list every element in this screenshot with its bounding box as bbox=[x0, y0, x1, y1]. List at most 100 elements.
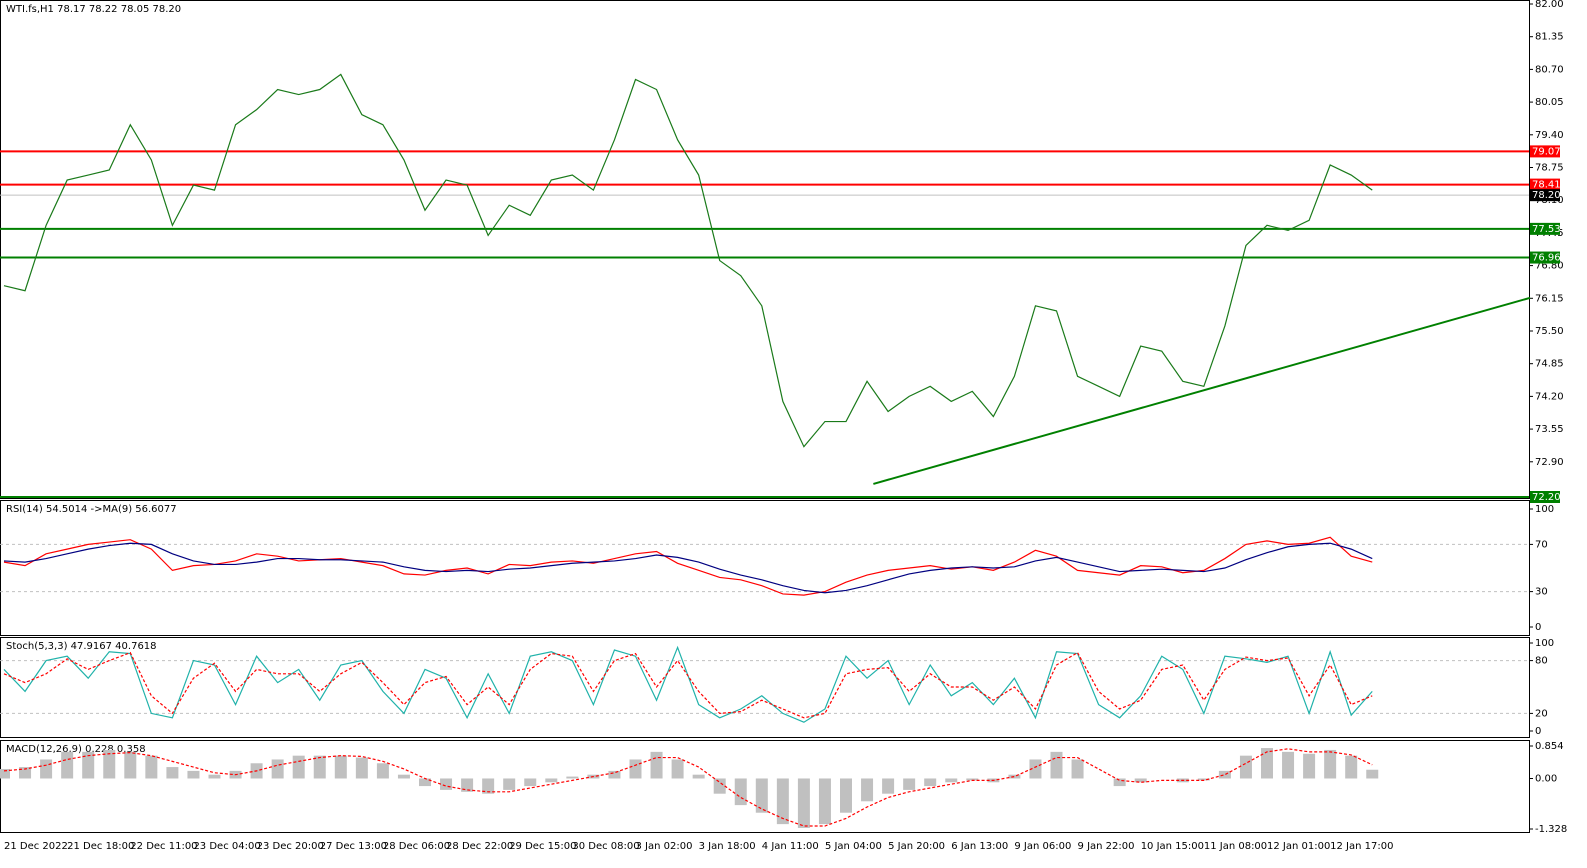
histogram-bar bbox=[1239, 755, 1252, 779]
histogram-bar bbox=[82, 751, 95, 779]
y-tick-label: 74.20 bbox=[1535, 391, 1564, 402]
histogram-bar bbox=[1282, 751, 1295, 779]
histogram-bar bbox=[1303, 753, 1316, 779]
histogram-bar bbox=[713, 778, 726, 794]
histogram-bar bbox=[882, 778, 895, 794]
panel-frame bbox=[0, 0, 1530, 499]
histogram-bar bbox=[692, 774, 705, 779]
histogram-bar bbox=[524, 778, 537, 787]
y-tick-label: 72.90 bbox=[1535, 457, 1564, 468]
x-tick-label: 11 Jan 08:00 bbox=[1204, 841, 1267, 852]
histogram-bar bbox=[734, 778, 747, 806]
histogram-bar bbox=[397, 774, 410, 779]
histogram-bar bbox=[924, 778, 937, 787]
panel-frame bbox=[0, 740, 1530, 833]
panel-frame bbox=[0, 500, 1530, 636]
y-tick-label: -1.328 bbox=[1535, 824, 1567, 835]
histogram-bar bbox=[861, 778, 874, 802]
panel-title: Stoch(5,3,3) 47.9167 40.7618 bbox=[6, 641, 157, 652]
x-tick-label: 27 Dec 13:00 bbox=[320, 841, 387, 852]
histogram-bar bbox=[650, 751, 663, 779]
histogram-bar bbox=[545, 778, 558, 783]
y-tick-label: 80.05 bbox=[1535, 97, 1564, 108]
y-tick-label: 20 bbox=[1535, 708, 1548, 719]
y-tick-label: 80.70 bbox=[1535, 64, 1564, 75]
x-tick-label: 3 Jan 18:00 bbox=[699, 841, 756, 852]
histogram-bar bbox=[313, 755, 326, 779]
histogram-bar bbox=[271, 759, 284, 779]
histogram-bar bbox=[966, 778, 979, 781]
x-tick-label: 10 Jan 15:00 bbox=[1141, 841, 1204, 852]
panel-title: WTI.fs,H1 78.17 78.22 78.05 78.20 bbox=[6, 4, 181, 15]
histogram-bar bbox=[840, 778, 852, 813]
histogram-bar bbox=[1345, 755, 1358, 779]
histogram-bar bbox=[1071, 759, 1084, 779]
series-line bbox=[3, 748, 1373, 827]
x-tick-label: 4 Jan 11:00 bbox=[762, 841, 819, 852]
x-tick-label: 30 Dec 08:00 bbox=[572, 841, 639, 852]
histogram-bar bbox=[19, 767, 32, 779]
histogram-bar bbox=[1218, 770, 1231, 779]
series-line bbox=[3, 651, 1373, 719]
histogram-bar bbox=[671, 759, 684, 779]
histogram-bar bbox=[1029, 759, 1042, 779]
panel-frame bbox=[0, 637, 1530, 738]
y-tick-label: 78.75 bbox=[1535, 162, 1564, 173]
y-tick-label: 80 bbox=[1535, 656, 1548, 667]
y-tick-label: 0.854 bbox=[1535, 741, 1564, 752]
histogram-bar bbox=[1366, 769, 1379, 779]
histogram-bar bbox=[608, 770, 621, 779]
x-tick-label: 3 Jan 02:00 bbox=[636, 841, 693, 852]
level-label: 77.53 bbox=[1532, 224, 1561, 235]
histogram-bar bbox=[755, 778, 768, 813]
y-tick-label: 73.55 bbox=[1535, 424, 1564, 435]
x-tick-label: 28 Dec 22:00 bbox=[446, 841, 513, 852]
level-box bbox=[1530, 251, 1560, 264]
level-box bbox=[1530, 222, 1560, 235]
x-tick-label: 6 Jan 13:00 bbox=[951, 841, 1008, 852]
x-tick-label: 23 Dec 20:00 bbox=[257, 841, 324, 852]
level-box bbox=[1530, 189, 1560, 202]
histogram-bar bbox=[166, 767, 179, 779]
histogram-bar bbox=[1050, 751, 1063, 779]
x-tick-label: 28 Dec 06:00 bbox=[383, 841, 450, 852]
histogram-bar bbox=[61, 751, 74, 779]
series-line bbox=[3, 542, 1373, 594]
x-tick-label: 21 Dec 2022 bbox=[4, 841, 68, 852]
x-tick-label: 29 Dec 15:00 bbox=[509, 841, 576, 852]
histogram-bar bbox=[945, 778, 958, 783]
x-tick-label: 5 Jan 20:00 bbox=[888, 841, 945, 852]
panel-title: MACD(12,26,9) 0.228 0.358 bbox=[6, 744, 146, 755]
histogram-bar bbox=[208, 774, 221, 779]
y-tick-label: 0 bbox=[1535, 726, 1541, 737]
histogram-bar bbox=[103, 749, 116, 779]
histogram-bar bbox=[292, 755, 305, 779]
y-tick-label: 82.00 bbox=[1535, 0, 1564, 10]
histogram-bar bbox=[566, 776, 579, 779]
y-tick-label: 0 bbox=[1535, 622, 1541, 633]
histogram-bar bbox=[187, 770, 200, 779]
histogram-bar bbox=[334, 755, 347, 779]
histogram-bar bbox=[145, 755, 158, 779]
x-tick-label: 9 Jan 06:00 bbox=[1014, 841, 1071, 852]
histogram-bar bbox=[0, 768, 10, 779]
y-tick-label: 100 bbox=[1535, 638, 1554, 649]
level-box bbox=[1530, 178, 1560, 191]
series-line bbox=[3, 73, 1373, 448]
level-label: 76.96 bbox=[1532, 253, 1561, 264]
y-tick-label: 75.50 bbox=[1535, 326, 1564, 337]
y-tick-label: 74.85 bbox=[1535, 359, 1564, 370]
level-label: 78.41 bbox=[1532, 180, 1561, 191]
histogram-bar bbox=[376, 763, 389, 779]
histogram-bar bbox=[355, 757, 368, 779]
series-line bbox=[3, 645, 1373, 723]
y-tick-label: 81.35 bbox=[1535, 32, 1564, 43]
y-tick-label: 76.80 bbox=[1535, 261, 1564, 272]
histogram-bar bbox=[440, 778, 453, 790]
panel-title: RSI(14) 54.5014 ->MA(9) 56.6077 bbox=[6, 504, 177, 515]
x-tick-label: 12 Jan 01:00 bbox=[1267, 841, 1330, 852]
y-tick-label: 0.00 bbox=[1535, 773, 1557, 784]
histogram-bar bbox=[776, 778, 789, 825]
histogram-bar bbox=[1197, 778, 1210, 781]
